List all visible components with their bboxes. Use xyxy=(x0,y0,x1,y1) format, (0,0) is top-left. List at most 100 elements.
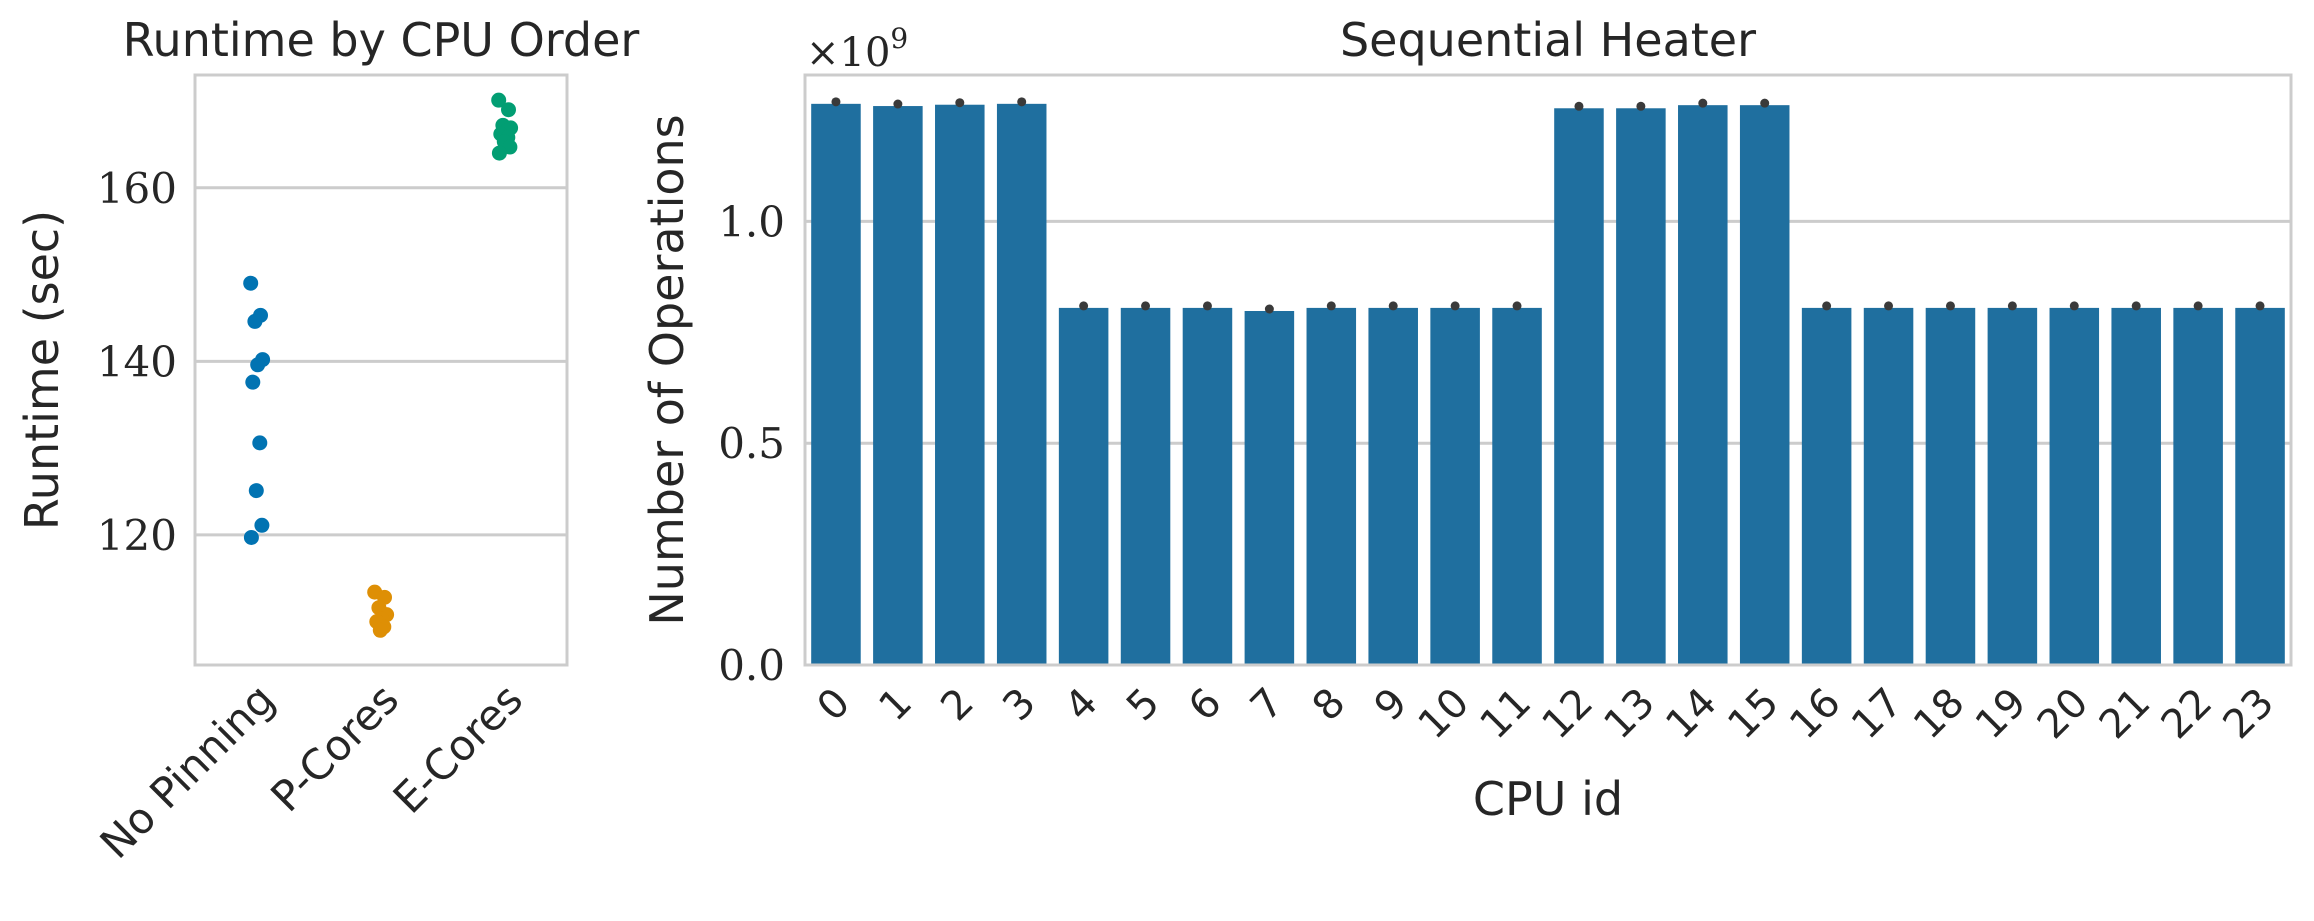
bar xyxy=(2049,307,2100,665)
data-point xyxy=(247,313,263,329)
right-x-tick-label: 10 xyxy=(1410,680,1479,749)
bar xyxy=(935,104,985,665)
bar xyxy=(1739,105,1790,666)
error-bar xyxy=(893,99,903,109)
left-x-tick-label: No Pinning xyxy=(91,674,285,868)
bar xyxy=(1554,108,1604,665)
left-x-tick-label: P-Cores xyxy=(261,674,408,821)
data-point xyxy=(245,374,261,390)
error-bar xyxy=(1450,301,1460,311)
bar xyxy=(1430,307,1480,665)
data-point xyxy=(501,102,516,118)
right-y-tick-label: 0.5 xyxy=(718,419,785,468)
bar xyxy=(1182,307,1233,665)
data-point xyxy=(372,622,388,638)
data-point xyxy=(243,529,259,545)
error-bar xyxy=(1202,301,1212,311)
right-x-tick-label: 16 xyxy=(1781,680,1850,749)
right-x-tick-label: 14 xyxy=(1657,680,1726,749)
data-point xyxy=(248,483,264,499)
right-x-tick-label: 3 xyxy=(994,680,1045,731)
error-bar xyxy=(2007,301,2017,311)
right-x-tick-label: 19 xyxy=(1967,680,2036,749)
bar xyxy=(1616,108,1666,665)
right-x-tick-label: 12 xyxy=(1534,680,1603,749)
y-multiplier-base: ×10 xyxy=(806,30,890,76)
right-x-tick-label: 15 xyxy=(1719,680,1788,749)
bar xyxy=(1306,307,1357,665)
data-point xyxy=(491,145,507,161)
bar xyxy=(1492,307,1542,665)
bar xyxy=(1244,311,1295,665)
right-plot-background xyxy=(805,75,2291,665)
error-bar xyxy=(1141,301,1151,311)
error-bar xyxy=(1574,101,1584,111)
right-x-tick-label: 18 xyxy=(1905,680,1974,749)
error-bar xyxy=(2193,301,2203,311)
error-bar xyxy=(2131,301,2141,311)
left-plot-background xyxy=(195,75,567,665)
data-point xyxy=(250,357,266,373)
error-bar xyxy=(1017,97,1027,107)
data-point xyxy=(254,517,270,533)
bar xyxy=(1678,105,1728,666)
bar xyxy=(1925,307,1976,665)
error-bar xyxy=(1822,301,1832,311)
left-y-axis-label: Runtime (sec) xyxy=(15,210,69,530)
right-x-tick-label: 5 xyxy=(1118,680,1169,731)
right-x-tick-label: 0 xyxy=(809,680,860,731)
right-x-tick-label: 7 xyxy=(1242,680,1293,731)
bar xyxy=(2173,307,2223,665)
y-multiplier-exponent: 9 xyxy=(890,22,908,55)
right-plot-frame xyxy=(803,73,2293,667)
right-x-tick-label: 9 xyxy=(1366,680,1417,731)
right-chart: 0.00.51.0 0 1 2 3 4 5 6 7 8 910111213141516171819… xyxy=(640,13,2293,826)
left-x-tick-label: E-Cores xyxy=(384,674,532,822)
error-bar xyxy=(2069,301,2079,311)
bar xyxy=(2111,307,2161,665)
bar xyxy=(1120,307,1171,665)
error-bar xyxy=(1512,301,1522,311)
error-bar xyxy=(1264,304,1274,314)
error-bar xyxy=(1079,301,1089,311)
error-bar xyxy=(1698,98,1708,108)
right-x-tick-label: 20 xyxy=(2029,680,2098,749)
right-x-tick-label: 6 xyxy=(1180,680,1231,731)
right-x-tick-label: 17 xyxy=(1843,680,1912,749)
right-x-tick-label: 1 xyxy=(870,680,921,731)
data-point xyxy=(491,92,507,108)
error-bar xyxy=(1760,98,1770,108)
error-bar xyxy=(1326,301,1336,311)
bar xyxy=(1058,307,1109,665)
right-chart-title: Sequential Heater xyxy=(1340,13,1756,67)
data-point xyxy=(252,435,268,451)
left-chart-title: Runtime by CPU Order xyxy=(123,13,640,67)
bar xyxy=(1801,307,1852,665)
bar xyxy=(996,103,1047,665)
error-bar xyxy=(831,97,841,107)
right-x-tick-label: 22 xyxy=(2153,680,2222,749)
right-y-tick-label: 0.0 xyxy=(718,641,785,690)
bar xyxy=(2235,307,2285,665)
y-multiplier-label: ×109 xyxy=(806,22,908,76)
right-x-tick-label: 4 xyxy=(1056,680,1107,731)
right-x-tick-label: 8 xyxy=(1304,680,1355,731)
left-y-tick-label: 140 xyxy=(97,337,177,386)
left-y-tick-label: 160 xyxy=(97,164,177,213)
error-bar xyxy=(1884,301,1894,311)
error-bar xyxy=(1636,101,1646,111)
bar xyxy=(873,106,923,666)
right-x-axis-label: CPU id xyxy=(1473,772,1623,826)
right-x-tick-label: 2 xyxy=(932,680,983,731)
bar xyxy=(1987,307,2038,665)
bar xyxy=(1368,307,1418,665)
bar xyxy=(811,103,861,665)
data-point xyxy=(243,275,259,291)
left-plot-frame xyxy=(193,73,569,667)
right-x-tick-label: 11 xyxy=(1472,680,1541,749)
right-x-tick-label: 13 xyxy=(1595,680,1664,749)
left-y-tick-label: 120 xyxy=(97,511,177,560)
